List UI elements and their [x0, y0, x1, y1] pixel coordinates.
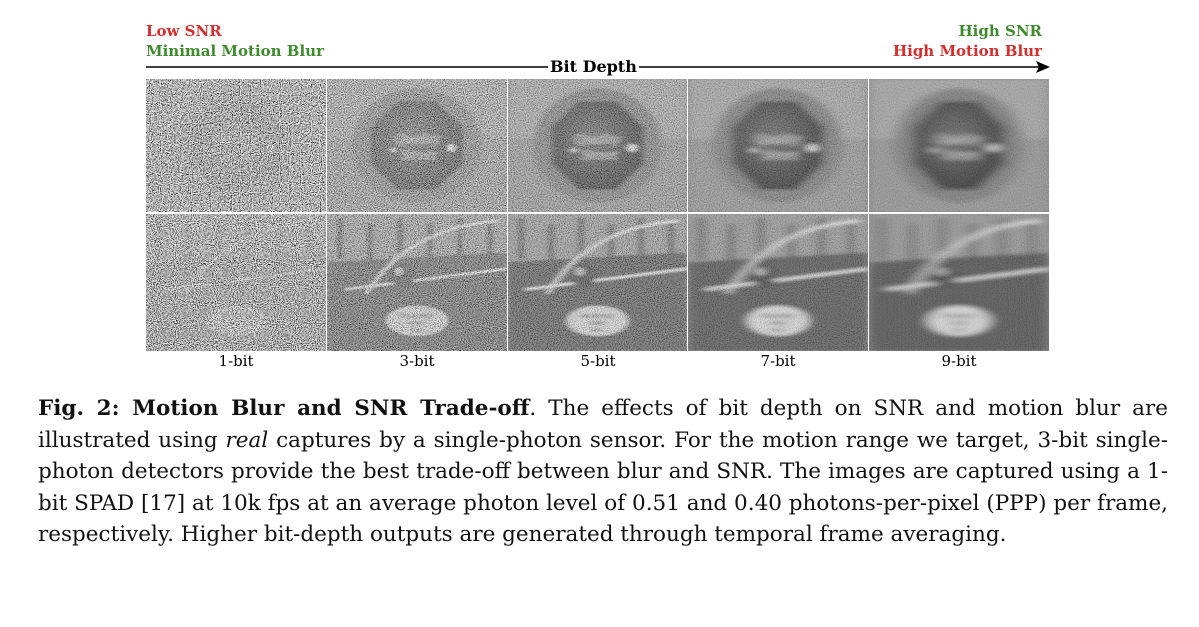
bit-label-9: 9-bit [941, 352, 977, 370]
minimal-motion-blur-label: Minimal Motion Blur [146, 42, 324, 60]
caption-text-1: . The effects of bit depth on SNR and mo… [38, 396, 1168, 453]
image-candy-1-bit: QualityStreet [146, 79, 326, 212]
high-motion-blur-label: High Motion Blur [892, 42, 1042, 60]
image-car-9-bit: PRE-BOOKEDHIRESONLY [869, 214, 1049, 351]
image-candy-3-bit: QualityStreet [327, 79, 507, 212]
image-car-1-bit: PRE-BOOKEDHIRESONLY [146, 214, 326, 351]
caption-lead: Fig. 2: Motion Blur and SNR Trade-off [38, 396, 530, 421]
bit-label-1: 1-bit [218, 352, 254, 370]
image-grid: QualityStreet QualityStreet QualityStree… [146, 79, 1049, 351]
image-car-5-bit: PRE-BOOKEDHIRESONLY [508, 214, 687, 351]
caption-emphasis: real [225, 427, 269, 453]
bit-label-3: 3-bit [399, 352, 435, 370]
bit-label-5: 5-bit [580, 352, 616, 370]
high-snr-label: High SNR [958, 22, 1043, 40]
image-car-7-bit: PRE-BOOKEDHIRESONLY [688, 214, 868, 351]
image-candy-9-bit: QualityStreet [869, 79, 1049, 212]
bit-label-7: 7-bit [760, 352, 796, 370]
figure-caption: Fig. 2: Motion Blur and SNR Trade-off. T… [38, 393, 1168, 551]
image-car-3-bit: PRE-BOOKEDHIRESONLY [327, 214, 507, 351]
caption-text-2: captures by a single-photon sensor. For … [38, 427, 1168, 548]
low-snr-label: Low SNR [146, 22, 222, 40]
axis-title: Bit Depth [548, 57, 639, 76]
image-candy-5-bit: QualityStreet [508, 79, 687, 212]
image-candy-7-bit: QualityStreet [688, 79, 868, 212]
